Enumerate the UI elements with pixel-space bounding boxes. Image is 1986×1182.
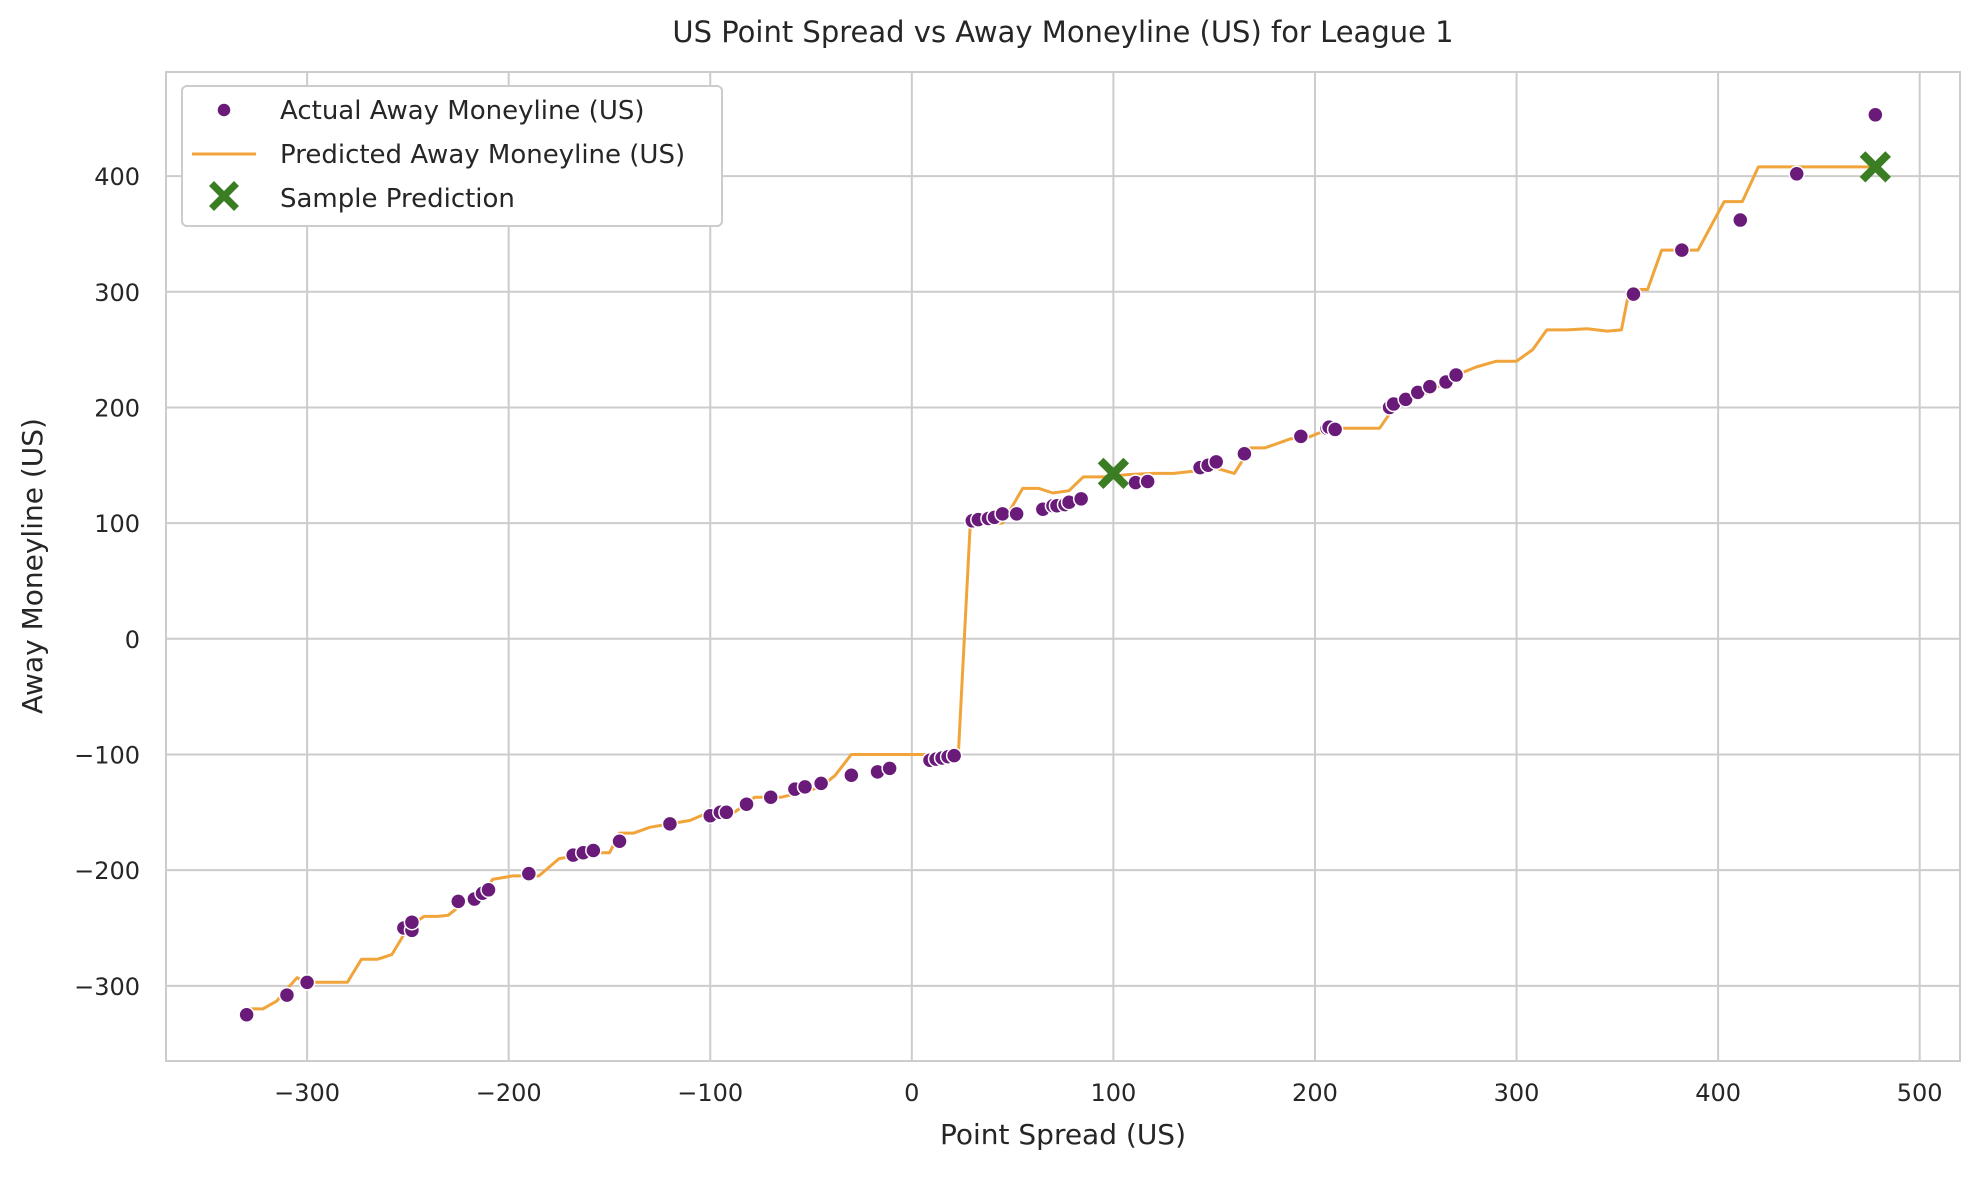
y-tick-label: −200: [74, 857, 140, 885]
y-axis-label: Away Moneyline (US): [16, 418, 49, 714]
x-tick-label: 500: [1897, 1079, 1943, 1107]
actual-point: [520, 865, 538, 882]
sample-prediction-point: [1097, 457, 1130, 490]
actual-point: [480, 881, 497, 899]
actual-point: [611, 832, 628, 850]
actual-point: [1788, 165, 1805, 183]
actual-point: [762, 789, 779, 806]
x-tick-label: 200: [1292, 1079, 1338, 1107]
x-tick-label: 100: [1090, 1079, 1136, 1107]
grid: [166, 72, 1960, 1061]
y-tick-label: −100: [74, 741, 140, 769]
actual-point: [1447, 366, 1465, 384]
legend-marker-actual: [216, 102, 232, 118]
x-tick-label: 400: [1695, 1079, 1741, 1107]
actual-point: [278, 986, 296, 1004]
actual-points-layer: [238, 106, 1884, 1023]
actual-point: [1236, 445, 1253, 462]
actual-point: [1207, 453, 1225, 471]
legend-marker-sample: [209, 181, 239, 211]
chart-title: US Point Spread vs Away Moneyline (US) f…: [672, 15, 1453, 49]
actual-point: [812, 775, 830, 792]
legend-label-actual: Actual Away Moneyline (US): [280, 96, 645, 126]
sample-prediction-point: [1859, 151, 1891, 183]
sample-prediction-layer: [1097, 151, 1891, 490]
x-tick-label: −300: [274, 1079, 340, 1107]
legend-label-sample: Sample Prediction: [280, 184, 515, 214]
actual-point: [843, 767, 860, 784]
y-tick-label: −300: [74, 973, 140, 1001]
actual-point: [1867, 106, 1884, 124]
plot-frame: [165, 71, 1961, 1062]
actual-point: [1421, 378, 1439, 395]
actual-point: [1292, 428, 1310, 445]
actual-point: [1732, 211, 1749, 229]
actual-point: [450, 893, 467, 910]
x-tick-label: −100: [677, 1079, 743, 1107]
x-tick-label: 300: [1494, 1079, 1540, 1107]
actual-point: [1326, 421, 1344, 438]
y-tick-label: 300: [94, 279, 140, 307]
actual-point: [403, 913, 421, 931]
actual-point: [1673, 241, 1691, 259]
actual-point: [1625, 285, 1642, 303]
x-tick-label: −200: [476, 1079, 542, 1107]
legend-label-predicted: Predicted Away Moneyline (US): [280, 140, 685, 170]
actual-point: [1397, 391, 1414, 408]
actual-point: [881, 760, 898, 777]
actual-point: [238, 1006, 255, 1023]
y-tick-label: 400: [94, 163, 140, 191]
actual-point: [298, 974, 316, 991]
y-tick-label: 0: [125, 626, 140, 654]
x-axis-label: Point Spread (US): [940, 1118, 1186, 1151]
actual-point: [661, 815, 679, 833]
actual-point: [1139, 473, 1156, 490]
actual-point: [1008, 505, 1025, 523]
tick-labels: −300 −200 −100 0 100 200 300 400 500 −300 −200 −100…: [74, 163, 1943, 1107]
x-tick-label: 0: [904, 1079, 919, 1107]
actual-point: [945, 747, 963, 764]
actual-point: [738, 795, 755, 813]
legend-box: [181, 85, 723, 227]
y-tick-label: 100: [94, 510, 140, 538]
actual-point: [1072, 490, 1090, 508]
legend: Actual Away Moneyline (US) Predicted Awa…: [181, 85, 723, 227]
y-tick-label: 200: [94, 394, 140, 422]
actual-point: [796, 778, 814, 796]
actual-point: [718, 804, 735, 821]
actual-point: [994, 505, 1011, 523]
actual-point: [585, 842, 602, 859]
